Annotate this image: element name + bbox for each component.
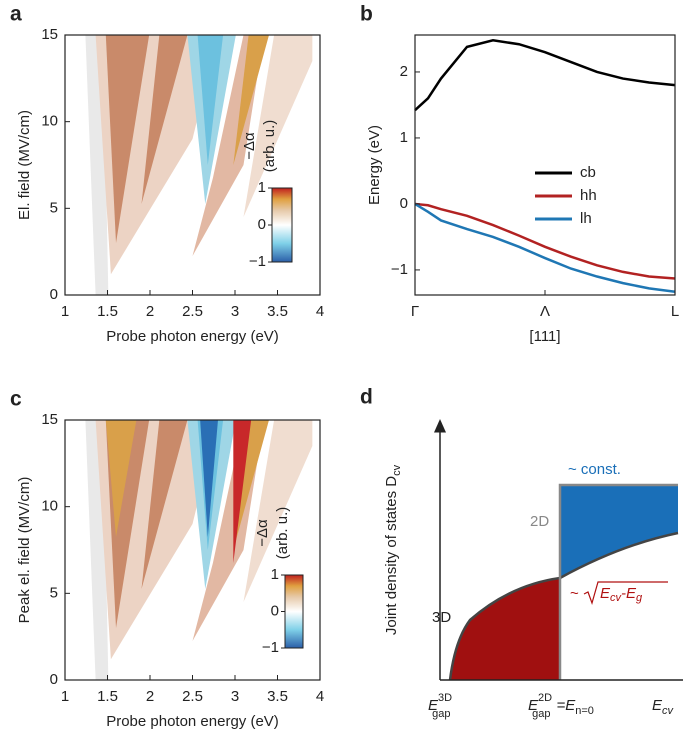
step-line [558,483,678,680]
panel-letter: b [360,3,373,26]
y-label: Peak el. field (MV/cm) [16,477,33,624]
plot-frame [414,34,676,296]
area-3d [450,578,560,680]
x-tick-label: Λ [540,303,550,320]
colorbar-tick-label: −1 [249,253,266,270]
heatmap-region [233,420,269,550]
panel-d: d Joint density of states Dcv ~ const. 2… [360,386,683,720]
heatmap-region [243,420,313,602]
y-tick-label: 2 [400,63,408,80]
y-tick-label: 0 [50,286,58,303]
y-tick-label: 1 [400,129,408,146]
series-line [414,39,676,112]
x-tick-label: 2 [146,303,154,320]
gap2d-label: E2D gap =En=0 [528,692,594,720]
x-tick-label: 2.5 [182,303,203,320]
colorbar-label: −Δα [254,519,271,547]
colorbar-tick-label: 1 [258,179,266,196]
y-tick-label: −1 [391,261,408,278]
x-label: Probe photon energy (eV) [106,328,279,345]
heatmap-region [141,35,188,204]
x-tick-label: 2 [146,688,154,705]
x-tick-label: 1 [61,303,69,320]
heatmap-region [105,420,137,537]
x-tick-label: 1.5 [97,303,118,320]
colorbar-tick-label: 1 [271,566,279,583]
x-tick-label: 4 [316,688,324,705]
colorbar-tick-label: 0 [258,216,266,233]
x-tick-label: 4 [316,303,324,320]
colorbar [271,187,293,263]
const-label: ~ const. [568,461,621,478]
x-tick-label: L [671,303,679,320]
legend-label: cb [580,164,596,181]
heatmap-region [141,420,188,589]
x-tick-label: 3.5 [267,688,288,705]
series-line [414,202,676,293]
heatmap-region [200,420,218,537]
series-line [414,202,676,280]
panel-letter: c [10,388,22,411]
colorbar-label: −Δα [241,132,258,160]
y-tick-label: 5 [50,199,58,216]
legend-label: hh [580,187,597,204]
sqrt-curve [448,531,679,681]
panel-letter: a [10,3,22,26]
x-tick-label: 2.5 [182,688,203,705]
x-label: Ecv [652,697,675,717]
y-tick-label: 15 [41,411,58,428]
heatmap-region [243,35,313,217]
heatmap-region [105,35,150,243]
x-tick-label: 1.5 [97,688,118,705]
x-tick-label: 3.5 [267,303,288,320]
y-tick-label: 15 [41,26,58,43]
heatmap-region [233,35,269,165]
colorbar-tick-label: −1 [262,639,279,656]
y-tick-label: 0 [400,195,408,212]
x-label: Probe photon energy (eV) [106,713,279,730]
sqrt-prefix: ~ [570,585,579,602]
y-label: El. field (MV/cm) [16,110,33,220]
x-tick-label: 3 [231,688,239,705]
legend-label: lh [580,210,592,227]
y-tick-label: 10 [41,498,58,515]
radical [583,581,668,605]
colorbar-label: (arb. u.) [274,507,291,560]
x-tick-label: 3 [231,303,239,320]
area-2d [560,485,678,578]
y-tick-label: 0 [50,671,58,688]
colorbar-label: (arb. u.) [261,120,278,173]
label-2d: 2D [530,513,549,530]
y-tick-label: 10 [41,113,58,130]
y-label: Energy (eV) [366,125,383,205]
x-tick-label: Γ [411,303,419,320]
colorbar-tick-label: 0 [271,602,279,619]
colorbar [284,574,304,649]
y-label: Joint density of states Dcv [383,464,403,635]
panel-letter: d [360,386,373,409]
sqrt-body: Ecv-Eg [600,585,643,604]
heatmap-region [197,35,224,165]
label-3d: 3D [432,609,451,626]
x-tick-label: 1 [61,688,69,705]
y-tick-label: 5 [50,584,58,601]
heatmap-region [233,420,252,563]
gap3d-label: E3D gap [428,692,452,720]
x-label: [111] [529,328,560,345]
sqrt-label: ~ Ecv-Eg [570,581,668,605]
